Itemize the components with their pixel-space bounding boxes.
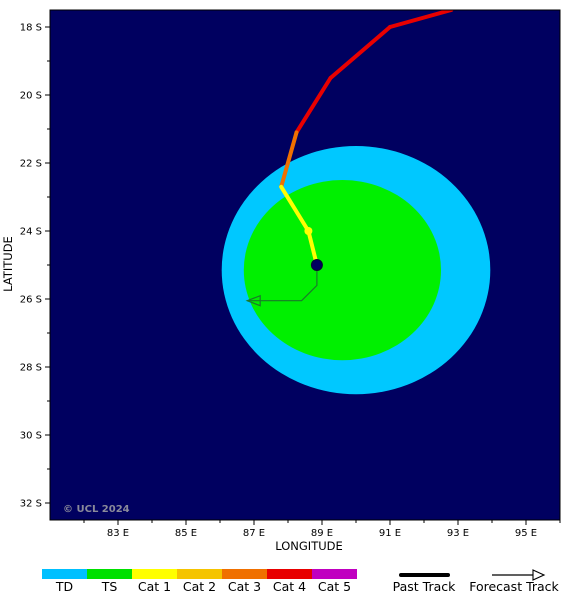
y-tick-label: 18 S: [20, 23, 42, 34]
y-tick-label: 22 S: [20, 159, 42, 170]
forecast-arrow-icon: [532, 569, 546, 581]
past-track-segment: [279, 130, 299, 189]
past-track-segment: [328, 25, 392, 80]
y-tick-label: 32 S: [20, 499, 42, 510]
x-tick-label: 83 E: [107, 528, 129, 539]
legend-label: Cat 5: [318, 579, 351, 594]
past-track-legend: Past Track: [393, 573, 456, 594]
x-axis: 83 E 85 E 87 E 89 E 91 E 93 E 95 E: [83, 520, 561, 539]
y-tick-label: 28 S: [20, 363, 42, 374]
y-axis-title: LATITUDE: [1, 236, 15, 292]
y-tick-label: 26 S: [20, 295, 42, 306]
legend-swatch: [267, 569, 312, 579]
past-track-segment: [294, 76, 333, 135]
copyright-label: © UCL 2024: [63, 504, 130, 515]
x-tick-label: 87 E: [243, 528, 265, 539]
legend-label: Cat 4: [273, 579, 306, 594]
legend-swatch: [222, 569, 267, 579]
forecast-track-line: [247, 265, 318, 302]
past-track-legend-label: Past Track: [393, 579, 456, 594]
past-track-segment: [388, 10, 454, 29]
legend-swatch: [312, 569, 357, 579]
current-position-marker: [310, 259, 323, 271]
x-tick-label: 93 E: [447, 528, 469, 539]
forecast-track-legend-label: Forecast Track: [469, 579, 559, 594]
past-track-segment: [279, 184, 311, 233]
legend-label: Cat 1: [138, 579, 171, 594]
intensity-legend: TD TS Cat 1 Cat 2 Cat 3 Cat 4 Cat 5: [42, 569, 357, 594]
wind-field-inner: [243, 180, 441, 361]
x-tick-label: 91 E: [379, 528, 401, 539]
legend-swatch: [177, 569, 222, 579]
x-tick-label: 85 E: [175, 528, 197, 539]
legend-swatch: [132, 569, 177, 579]
legend-label: Cat 2: [183, 579, 216, 594]
legend-swatch: [42, 569, 87, 579]
forecast-arrow-head: [245, 294, 261, 307]
y-axis: 18 S 20 S 22 S 24 S 26 S 28 S 30 S 32 S: [20, 23, 50, 510]
legend-label: TD: [55, 579, 73, 594]
map-plot-area: [221, 10, 491, 395]
legend-label: TS: [101, 579, 118, 594]
x-tick-label: 89 E: [311, 528, 333, 539]
y-tick-label: 24 S: [20, 227, 42, 238]
y-tick-label: 20 S: [20, 91, 42, 102]
x-axis-title: LONGITUDE: [275, 539, 343, 553]
past-position-marker: [304, 227, 313, 235]
legend-label: Cat 3: [228, 579, 261, 594]
x-tick-label: 95 E: [515, 528, 537, 539]
y-tick-label: 30 S: [20, 431, 42, 442]
legend-swatch: [87, 569, 132, 579]
forecast-track-legend: Forecast Track: [469, 569, 560, 594]
